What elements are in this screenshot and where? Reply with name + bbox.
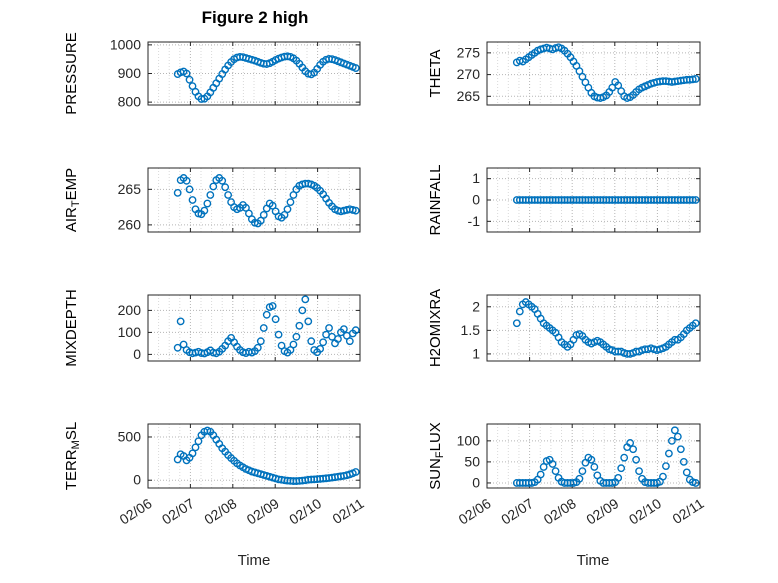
data-points bbox=[512, 426, 700, 487]
svg-text:02/08: 02/08 bbox=[541, 495, 579, 528]
x-tick-labels: 02/06 02/07 02/08 02/09 02/10 02/11 bbox=[456, 495, 707, 528]
svg-text:270: 270 bbox=[457, 66, 481, 82]
data-points bbox=[173, 52, 360, 103]
axes-box bbox=[486, 41, 701, 106]
tick-marks bbox=[147, 42, 361, 105]
svg-text:100: 100 bbox=[457, 432, 481, 448]
subplot-air-temp: 260 265 AIRTEMP bbox=[63, 167, 361, 233]
axes-box bbox=[486, 294, 701, 362]
grid-major bbox=[487, 168, 700, 232]
data-points bbox=[173, 174, 360, 228]
subplot-group: 265 270 275 THETA bbox=[427, 41, 701, 106]
data-points bbox=[512, 43, 700, 102]
svg-text:02/06: 02/06 bbox=[456, 495, 494, 528]
svg-text:02/10: 02/10 bbox=[626, 495, 664, 528]
svg-text:02/10: 02/10 bbox=[286, 495, 324, 528]
subplot-pressure: 800 900 1000 PRESSURE bbox=[63, 32, 361, 115]
svg-text:900: 900 bbox=[118, 65, 142, 81]
svg-text:0: 0 bbox=[133, 472, 141, 488]
svg-text:02/11: 02/11 bbox=[329, 495, 366, 527]
svg-text:02/07: 02/07 bbox=[498, 495, 536, 528]
grid-major bbox=[487, 42, 700, 105]
y-axis-label: AIRTEMP bbox=[63, 168, 82, 232]
subplot-sun-flux: 0 50 100 02/06 02/07 02/08 02/09 02/10 02/11 SUNF… bbox=[427, 422, 707, 527]
x-tick-labels: 02/06 02/07 02/08 02/09 02/10 02/11 bbox=[117, 495, 367, 528]
subplot-rainfall: -1 0 1 RAINFALL bbox=[427, 165, 701, 236]
svg-text:265: 265 bbox=[457, 88, 481, 104]
grid-major bbox=[148, 424, 360, 488]
svg-text:275: 275 bbox=[457, 44, 481, 60]
x-axis-title-left: Time bbox=[237, 552, 271, 569]
data-points bbox=[173, 426, 360, 485]
tick-marks bbox=[147, 424, 361, 488]
tick-marks bbox=[486, 295, 701, 361]
axes-box bbox=[486, 423, 701, 489]
tick-marks bbox=[147, 168, 361, 232]
subplot-terr-msl: 0 500 02/06 02/07 02/08 02/09 02/10 02/11 TERRMS… bbox=[63, 422, 367, 528]
svg-text:02/08: 02/08 bbox=[201, 495, 239, 528]
figure-title: Figure 2 high bbox=[201, 8, 309, 27]
x-axis-title-right: Time bbox=[576, 552, 610, 569]
y-axis-label: MIXDEPTH bbox=[63, 289, 80, 367]
y-tick-labels: 0 100 200 bbox=[118, 302, 142, 362]
subplot-group: 0 100 200 MIXDEPTH bbox=[63, 289, 361, 367]
svg-text:02/11: 02/11 bbox=[669, 495, 706, 527]
subplot-group: 0 50 100 02/06 02/07 02/08 02/09 02/10 02/11 SUNF… bbox=[427, 422, 707, 527]
y-tick-labels: 265 270 275 bbox=[457, 44, 481, 103]
svg-text:1: 1 bbox=[472, 345, 480, 361]
svg-text:2: 2 bbox=[472, 298, 480, 314]
svg-text:0: 0 bbox=[472, 474, 480, 490]
data-points bbox=[512, 196, 700, 204]
y-tick-labels: 0 500 bbox=[118, 428, 142, 487]
svg-text:1.5: 1.5 bbox=[461, 322, 481, 338]
grid-major bbox=[148, 42, 360, 105]
y-tick-labels: -1 0 1 bbox=[468, 170, 481, 229]
y-tick-labels: 11.52 bbox=[461, 298, 481, 361]
svg-text:500: 500 bbox=[118, 428, 142, 444]
subplot-theta: 265 270 275 THETA bbox=[427, 41, 701, 106]
y-tick-labels: 260 265 bbox=[118, 181, 142, 233]
svg-text:265: 265 bbox=[118, 181, 142, 197]
y-tick-labels: 800 900 1000 bbox=[110, 36, 141, 109]
subplot-group: 800 900 1000 PRESSURE bbox=[63, 32, 361, 115]
svg-text:02/06: 02/06 bbox=[117, 495, 155, 528]
y-tick-labels: 0 50 100 bbox=[457, 432, 481, 490]
y-axis-label: SUNFLUX bbox=[427, 422, 446, 490]
y-axis-label: H2OMIXRA bbox=[427, 289, 444, 367]
y-axis-label: PRESSURE bbox=[63, 32, 80, 115]
data-points bbox=[173, 295, 360, 358]
svg-text:-1: -1 bbox=[468, 213, 481, 229]
svg-text:1: 1 bbox=[472, 170, 480, 186]
axes-box bbox=[147, 294, 361, 362]
svg-text:02/09: 02/09 bbox=[244, 495, 282, 528]
data-points bbox=[512, 298, 700, 358]
svg-text:100: 100 bbox=[118, 324, 142, 340]
y-axis-label: RAINFALL bbox=[427, 165, 444, 236]
svg-text:260: 260 bbox=[118, 216, 142, 232]
axes-box bbox=[147, 167, 361, 233]
svg-text:800: 800 bbox=[118, 94, 142, 110]
svg-text:200: 200 bbox=[118, 302, 142, 318]
svg-text:50: 50 bbox=[464, 453, 480, 469]
y-axis-label: TERRMSL bbox=[63, 422, 82, 490]
subplot-group: -1 0 1 RAINFALL bbox=[427, 165, 701, 236]
subplot-group: 260 265 AIRTEMP bbox=[63, 167, 361, 233]
svg-text:0: 0 bbox=[472, 192, 480, 208]
subplot-mixdepth: 0 100 200 MIXDEPTH bbox=[63, 289, 361, 367]
y-axis-label: THETA bbox=[427, 49, 444, 97]
tick-marks bbox=[147, 295, 361, 361]
axes-box bbox=[147, 423, 361, 489]
subplot-group: 0 500 02/06 02/07 02/08 02/09 02/10 02/11 TERRMS… bbox=[63, 422, 367, 528]
svg-text:0: 0 bbox=[133, 346, 141, 362]
svg-text:02/09: 02/09 bbox=[583, 495, 621, 528]
svg-text:1000: 1000 bbox=[110, 36, 141, 52]
grid-major bbox=[487, 424, 700, 488]
tick-marks bbox=[486, 42, 701, 105]
svg-text:02/07: 02/07 bbox=[159, 495, 197, 528]
grid-major bbox=[148, 168, 360, 232]
